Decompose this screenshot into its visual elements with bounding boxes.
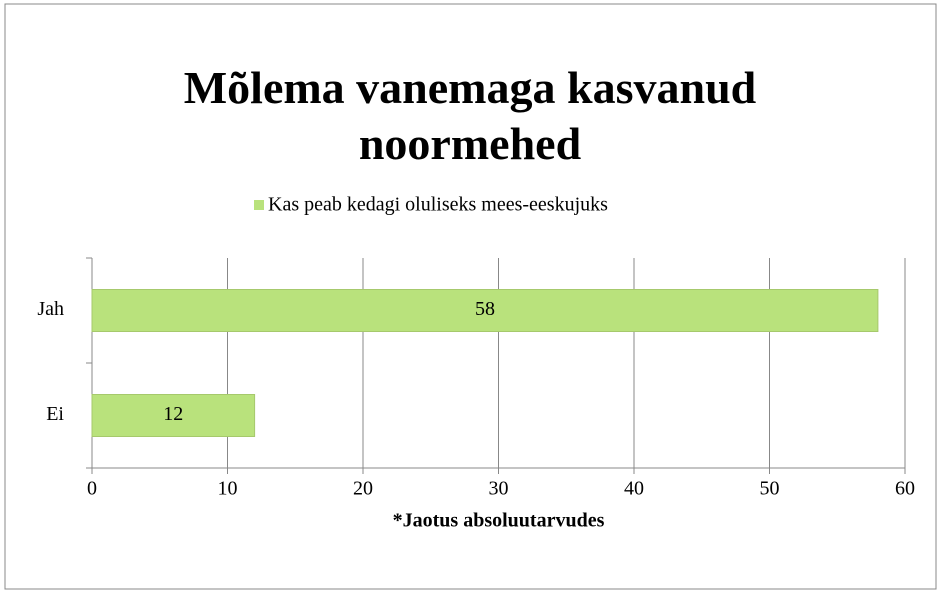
legend-label: Kas peab kedagi oluliseks mees-eeskujuks <box>268 194 608 216</box>
chart-title: Mõlema vanemaga kasvanud noormehed <box>183 62 757 169</box>
x-axis-title: *Jaotus absoluutarvudes <box>393 510 605 532</box>
legend-swatch <box>254 200 264 210</box>
x-tick-label: 30 <box>489 478 509 500</box>
data-label: 58 <box>475 298 495 320</box>
x-tick-label: 20 <box>353 478 373 500</box>
x-tick-label: 60 <box>895 478 915 500</box>
x-tick-label: 50 <box>760 478 780 500</box>
x-tick-label: 40 <box>624 478 644 500</box>
x-tick-label: 10 <box>218 478 238 500</box>
x-tick-label: 0 <box>87 478 97 500</box>
bar <box>91 394 256 437</box>
bar <box>91 289 879 332</box>
data-label: 12 <box>163 403 183 425</box>
chart-border <box>4 3 937 590</box>
y-tick-label: Jah <box>37 298 64 320</box>
y-tick-label: Ei <box>46 403 64 425</box>
